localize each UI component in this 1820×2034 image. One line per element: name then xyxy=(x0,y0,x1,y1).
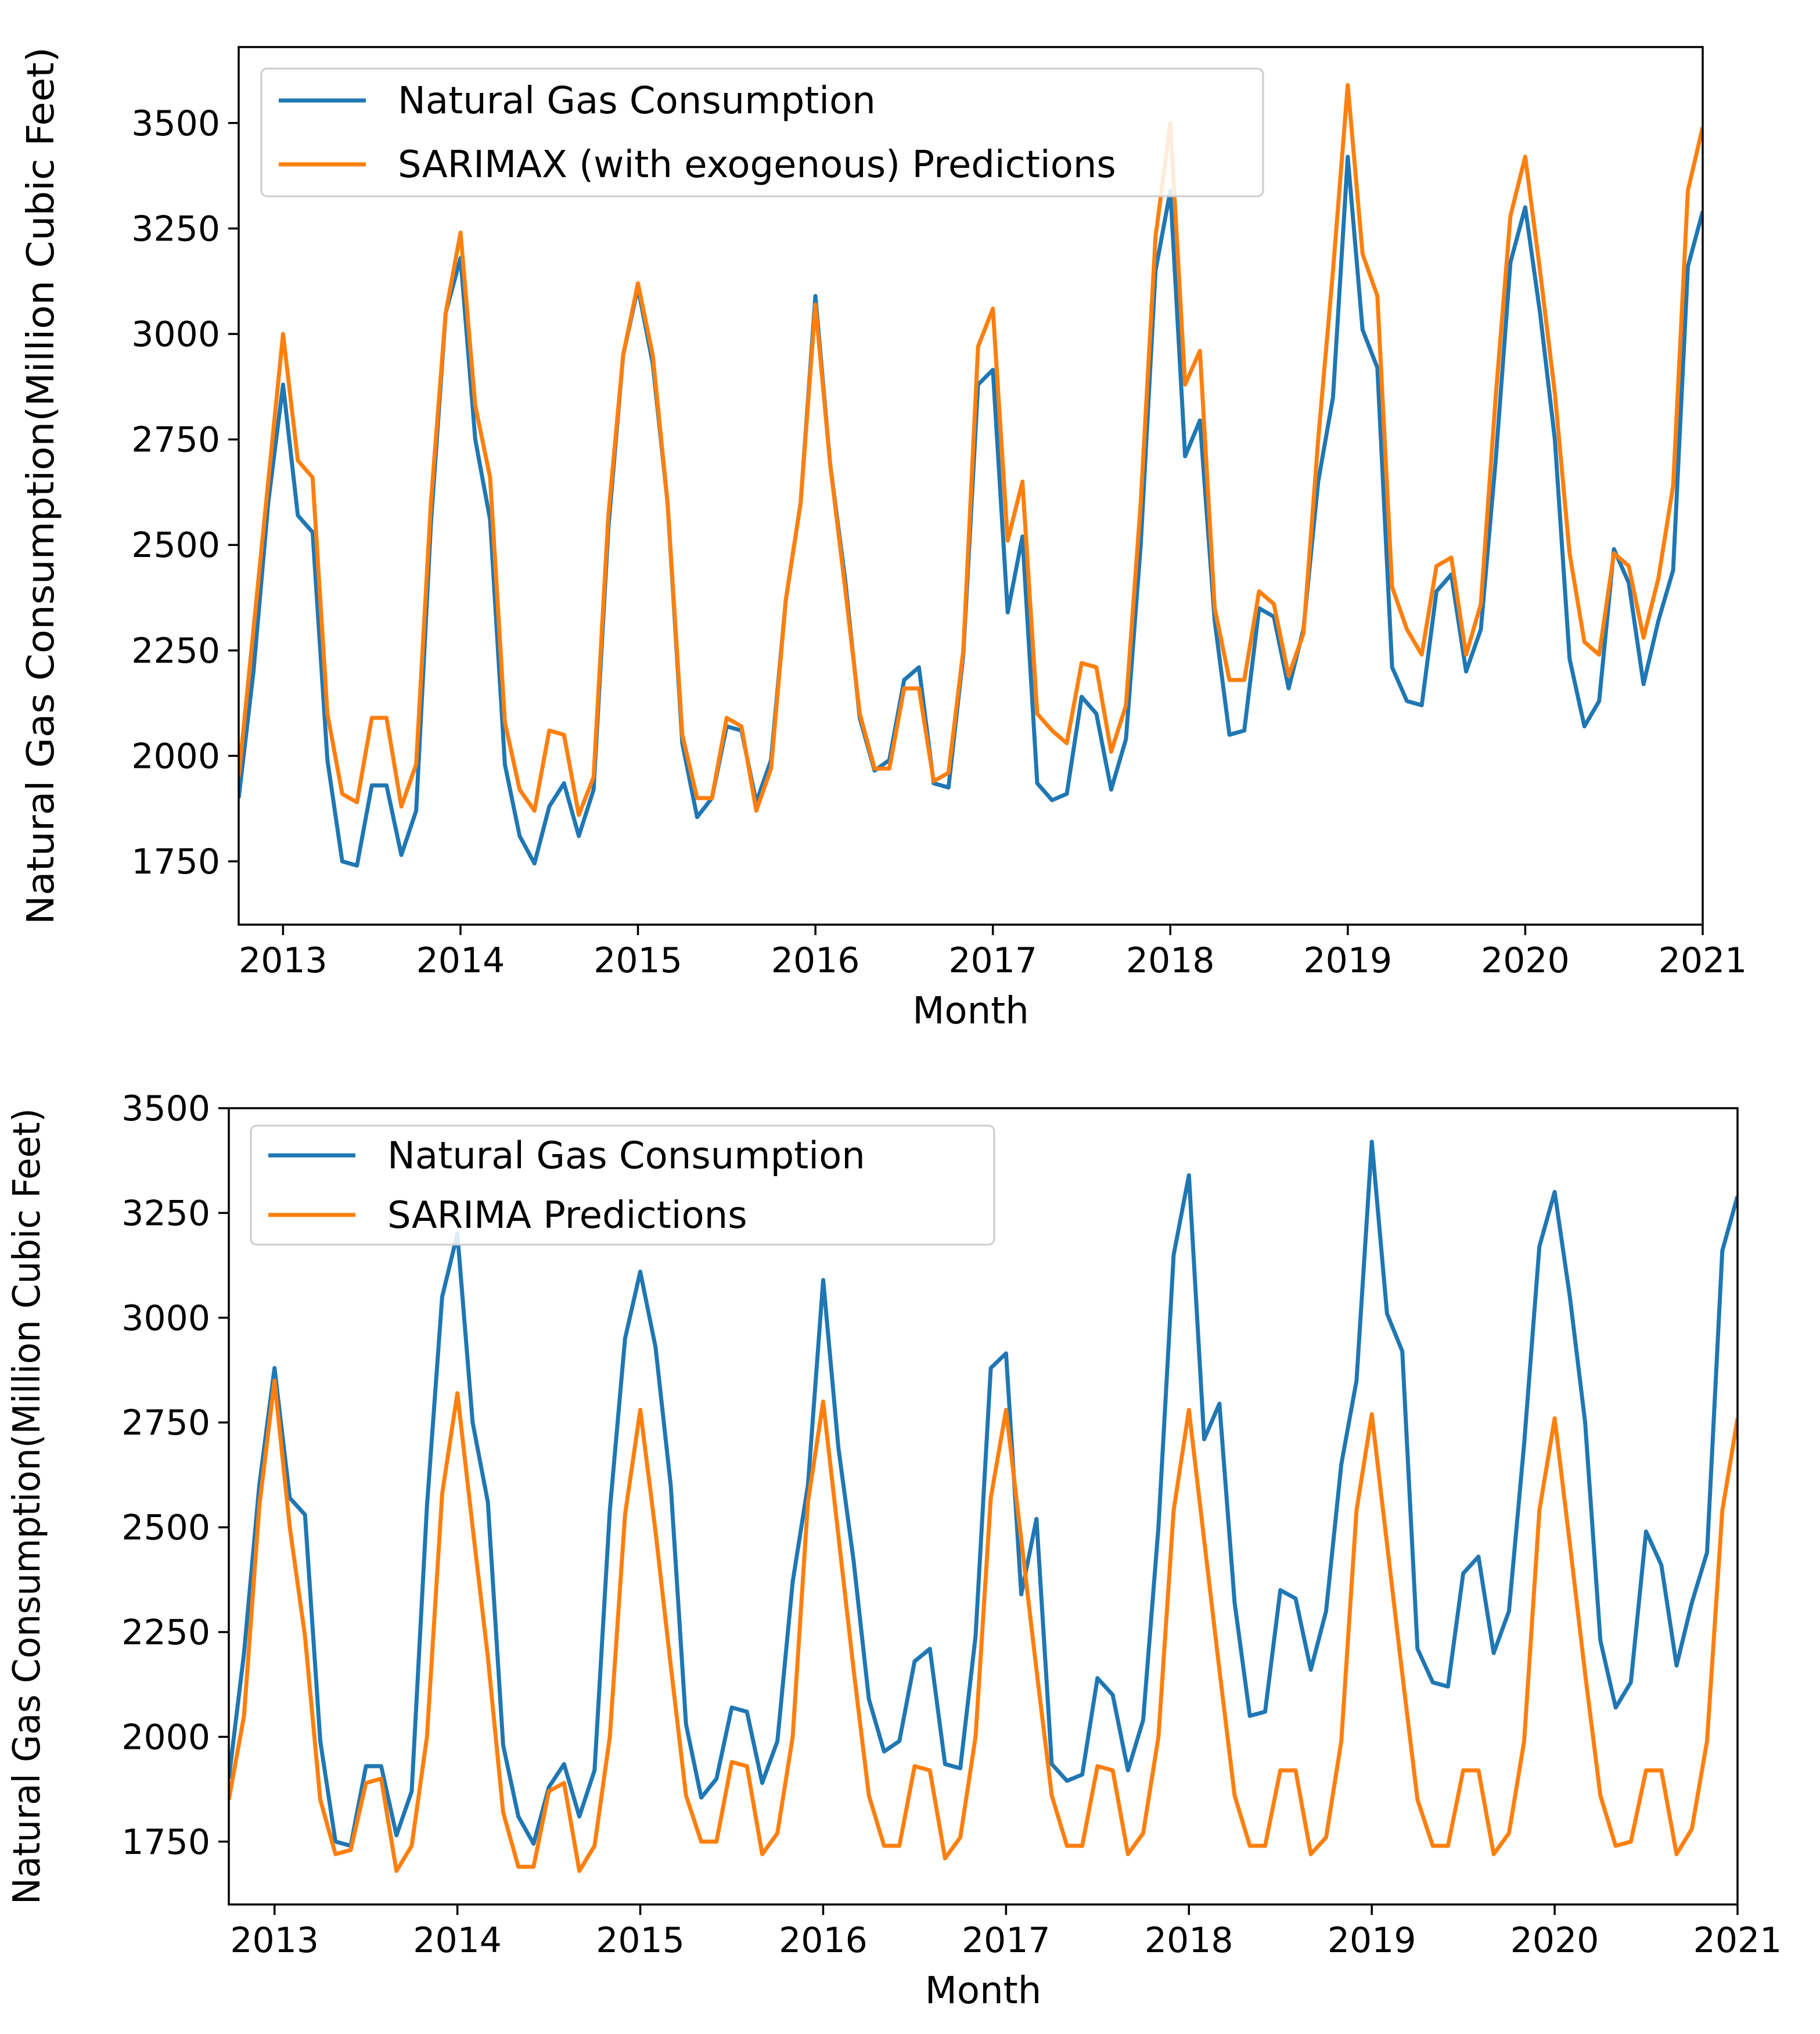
chart-2-y-tick-label: 2250 xyxy=(121,1612,210,1653)
chart-1-y-tick-label: 3000 xyxy=(131,314,220,355)
chart-1-x-tick-label: 2017 xyxy=(948,940,1037,981)
chart-2-y-tick-label: 3500 xyxy=(121,1088,210,1129)
chart-1-y-axis-title: Natural Gas Consumption(Million Cubic Fe… xyxy=(20,47,63,925)
chart-2-legend-label-1: Natural Gas Consumption xyxy=(387,1134,865,1177)
chart-2-x-tick-label: 2018 xyxy=(1145,1920,1233,1961)
chart-2-x-axis-title: Month xyxy=(925,1970,1042,2013)
chart-1-series-line-2 xyxy=(239,82,1703,817)
chart-2-legend-box xyxy=(250,1124,995,1246)
chart-2-x-tick-label: 2013 xyxy=(230,1920,319,1961)
chart-2-x-tick-label: 2020 xyxy=(1510,1920,1599,1961)
chart-1-y-tick-label: 2000 xyxy=(131,736,220,777)
chart-2-x-tick-label: 2019 xyxy=(1328,1920,1416,1961)
chart-2-series-line-2 xyxy=(229,1378,1738,1873)
chart-2-legend-label-2: SARIMA Predictions xyxy=(387,1194,747,1237)
chart-1-x-tick-label: 2013 xyxy=(239,940,328,981)
chart-1-axes-frame xyxy=(238,46,1704,926)
chart-1-x-tick-label: 2015 xyxy=(594,940,682,981)
chart-2-x-tick-label: 2021 xyxy=(1693,1920,1782,1961)
chart-1-y-tick-label: 2500 xyxy=(131,525,220,566)
chart-2-x-tick-label: 2017 xyxy=(962,1920,1051,1961)
chart-2-axes-frame xyxy=(228,1107,1739,1906)
chart-2-series-line-1 xyxy=(229,1140,1738,1848)
top-chart: 2013 2014 2015 2016 2017 2018 2019 2020 2021 1750… xyxy=(20,46,1747,1033)
chart-1-x-tick-label: 2020 xyxy=(1481,940,1570,981)
bottom-chart: 2013 2014 2015 2016 2017 2018 2019 2020 2021 1750… xyxy=(6,1088,1782,2013)
chart-1-x-tick-label: 2018 xyxy=(1126,940,1215,981)
chart-2-y-tick-label: 3000 xyxy=(121,1298,210,1339)
chart-1-x-axis-title: Month xyxy=(912,990,1029,1033)
chart-1-x-tick-label: 2021 xyxy=(1659,940,1747,981)
chart-1-legend-label-1: Natural Gas Consumption xyxy=(398,80,876,123)
chart-1-y-tick-label: 2750 xyxy=(131,420,220,461)
chart-1-x-tick-label: 2016 xyxy=(771,940,860,981)
chart-2-x-tick-label: 2016 xyxy=(779,1920,868,1961)
chart-1-y-tick-label: 1750 xyxy=(131,842,220,882)
chart-2-x-tick-label: 2014 xyxy=(413,1920,502,1961)
chart-1-legend-label-2: SARIMAX (with exogenous) Predictions xyxy=(398,143,1116,186)
chart-2-y-tick-label: 1750 xyxy=(121,1822,210,1863)
chart-1-y-tick-label: 2250 xyxy=(131,631,220,671)
chart-2-y-axis-title: Natural Gas Consumption(Million Cubic Fe… xyxy=(6,1108,49,1904)
chart-2-y-tick-label: 2000 xyxy=(121,1717,210,1758)
chart-2-y-tick-label: 2750 xyxy=(121,1403,210,1443)
chart-1-legend-box xyxy=(260,67,1264,197)
chart-1-x-tick-label: 2014 xyxy=(416,940,505,981)
chart-2-y-tick-label: 3250 xyxy=(121,1193,210,1234)
chart-2-x-tick-label: 2015 xyxy=(596,1920,685,1961)
chart-1-y-tick-label: 3250 xyxy=(131,209,220,249)
chart-1-y-tick-label: 3500 xyxy=(131,103,220,144)
chart-2-y-tick-label: 2500 xyxy=(121,1508,210,1548)
chart-1-x-tick-label: 2019 xyxy=(1303,940,1392,981)
